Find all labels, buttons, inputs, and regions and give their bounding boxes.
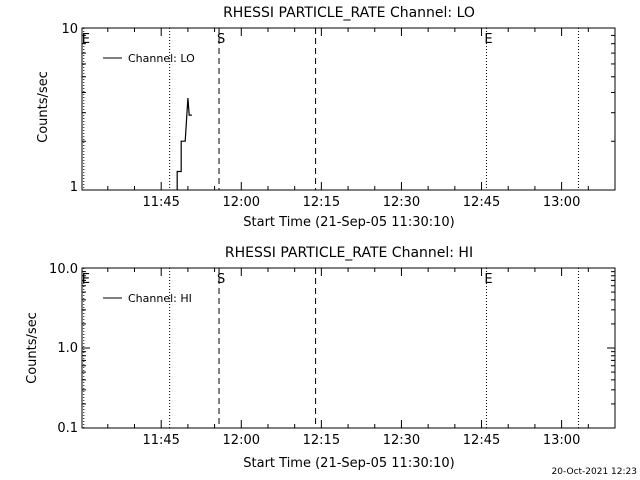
y-tick-label: 1 xyxy=(70,180,78,195)
legend: Channel: HI xyxy=(103,292,192,305)
y-tick-label: 10.0 xyxy=(49,262,78,277)
event-marker-label: S xyxy=(217,32,225,47)
event-marker-label: E xyxy=(82,32,90,47)
y-tick-label: 1.0 xyxy=(57,341,78,356)
y-tick-label: 0.1 xyxy=(57,421,78,436)
x-tick-label: 12:30 xyxy=(383,433,420,448)
plot-frame xyxy=(81,27,616,191)
event-marker-label: E xyxy=(82,272,90,287)
event-marker-label: E xyxy=(484,272,492,287)
x-axis-label: Start Time (21-Sep-05 11:30:10) xyxy=(243,215,454,230)
legend: Channel: LO xyxy=(103,52,195,65)
series-line xyxy=(176,97,192,190)
x-tick-label: 12:45 xyxy=(463,195,500,210)
chart-title: RHESSI PARTICLE_RATE Channel: LO xyxy=(223,5,475,21)
x-axis-label: Start Time (21-Sep-05 11:30:10) xyxy=(243,456,454,471)
x-tick-label: 12:15 xyxy=(303,433,340,448)
y-tick-label: 10 xyxy=(61,22,78,37)
legend-label: Channel: LO xyxy=(128,52,195,65)
plot-frame xyxy=(81,267,616,429)
x-tick-label: 12:30 xyxy=(383,195,420,210)
x-tick-label: 11:45 xyxy=(142,433,179,448)
y-axis-label: Counts/sec xyxy=(25,312,40,384)
y-axis-label: Counts/sec xyxy=(36,71,51,143)
x-tick-label: 11:45 xyxy=(142,195,179,210)
x-tick-label: 12:45 xyxy=(463,433,500,448)
x-tick-label: 13:00 xyxy=(543,433,580,448)
x-tick-label: 12:15 xyxy=(303,195,340,210)
lo-channel-panel: RHESSI PARTICLE_RATE Channel: LO Start T… xyxy=(36,5,616,230)
x-tick-label: 12:00 xyxy=(223,195,260,210)
x-tick-label: 12:00 xyxy=(223,433,260,448)
event-marker-label: E xyxy=(484,32,492,47)
event-marker-label: S xyxy=(217,272,225,287)
chart-title: RHESSI PARTICLE_RATE Channel: HI xyxy=(225,245,473,261)
hi-channel-panel: RHESSI PARTICLE_RATE Channel: HI Start T… xyxy=(25,245,616,471)
footer-timestamp: 20-Oct-2021 12:23 xyxy=(552,467,637,477)
legend-label: Channel: HI xyxy=(128,292,192,305)
x-tick-label: 13:00 xyxy=(543,195,580,210)
